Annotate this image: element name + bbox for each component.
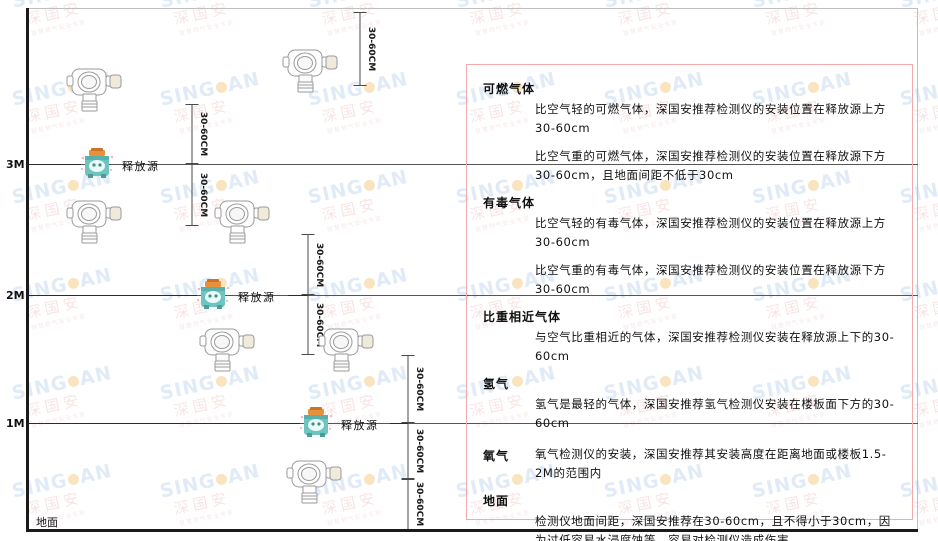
dimension-top: 30-60CM <box>345 12 376 86</box>
release-source-icon <box>196 279 233 315</box>
gas-detector-icon <box>63 63 125 125</box>
dimension-value: 30-60CM <box>414 481 424 527</box>
guideline-paragraph: 比空气轻的有毒气体，深国安推荐检测仪的安装位置在释放源上方30-60cm <box>535 216 886 249</box>
dimension-value: 30-60CM <box>366 26 376 72</box>
dimension-value: 30-60CM <box>414 428 424 474</box>
section-heading: 可燃气体 <box>483 82 536 96</box>
guideline-section: 有毒气体比空气轻的有毒气体，深国安推荐检测仪的安装位置在释放源上方30-60cm… <box>481 194 898 299</box>
section-body: 检测仪地面间距，深国安推荐在30-60cm，且不得小于30cm，因为过低容易水浸… <box>535 512 898 541</box>
release-source-label: 释放源 <box>238 291 276 304</box>
level-line-3m <box>29 164 918 165</box>
dimension-value: 30-60CM <box>198 111 208 157</box>
leader-line <box>29 164 81 165</box>
release-source-label: 释放源 <box>122 160 160 173</box>
level-label-3m: 3M <box>6 158 25 171</box>
guideline-paragraph: 与空气比重相近的气体，深国安推荐检测仪安装在释放源上下的30-60cm <box>535 330 895 363</box>
guideline-paragraph: 氧气检测仪的安装，深国安推荐其安装高度在距离地面或楼板1.5-2M的范围内 <box>535 447 887 480</box>
guidelines-panel: 可燃气体比空气轻的可燃气体，深国安推荐检测仪的安装位置在释放源上方30-60cm… <box>466 64 913 541</box>
level-line-2m <box>29 295 918 296</box>
dimension-right-mid: 30-60CM <box>393 423 424 479</box>
guideline-section: 地面检测仪地面间距，深国安推荐在30-60cm，且不得小于30cm，因为过低容易… <box>481 492 898 541</box>
section-heading: 地面 <box>483 494 510 508</box>
level-label-1m: 1M <box>6 417 25 430</box>
dimension-right-upper: 30-60CM <box>393 355 424 423</box>
release-source-icon <box>80 148 117 184</box>
section-body: 比空气轻的有毒气体，深国安推荐检测仪的安装位置在释放源上方30-60cm 比空气重… <box>535 214 898 299</box>
guideline-paragraph: 比空气重的有毒气体，深国安推荐检测仪的安装位置在释放源下方30-60cm <box>535 263 886 296</box>
level-label-2m: 2M <box>6 289 25 302</box>
dimension-right-lower: 30-60CM <box>393 479 424 529</box>
guideline-paragraph: 检测仪地面间距，深国安推荐在30-60cm，且不得小于30cm，因为过低容易水浸… <box>535 514 891 541</box>
dimension-value: 30-60CM <box>314 242 324 287</box>
guideline-paragraph: 比空气轻的可燃气体，深国安推荐检测仪的安装位置在释放源上方30-60cm <box>535 102 886 135</box>
dimension-left-upper: 30-60CM <box>177 104 208 164</box>
section-heading: 氧气 <box>483 449 510 463</box>
guideline-section: 可燃气体比空气轻的可燃气体，深国安推荐检测仪的安装位置在释放源上方30-60cm… <box>481 80 898 185</box>
watermark-sub: 智慧燃气安全专家 <box>918 215 938 234</box>
section-body: 与空气比重相近的气体，深国安推荐检测仪安装在释放源上下的30-60cm <box>535 328 898 366</box>
leader-line <box>288 295 308 296</box>
gas-detector-icon <box>196 323 258 385</box>
dimension-left-lower: 30-60CM <box>177 164 208 226</box>
watermark-sub: 智慧燃气安全专家 <box>918 19 938 38</box>
dimension-mid-lower: 30-60CM <box>293 295 324 355</box>
dimension-value: 30-60CM <box>414 366 424 412</box>
guideline-section: 氢气氢气是最轻的气体，深国安推荐氢气检测仪安装在楼板面下方的30-60cm <box>481 375 898 433</box>
dimension-mid-upper: 30-60CM <box>293 234 324 295</box>
guideline-section: 氧气 氧气检测仪的安装，深国安推荐其安装高度在距离地面或楼板1.5-2M的范围内 <box>481 442 898 483</box>
release-source-label: 释放源 <box>341 419 379 432</box>
gas-detector-icon <box>63 195 125 257</box>
leader-line <box>29 423 300 424</box>
leader-line <box>390 423 408 424</box>
release-source-icon <box>299 407 336 443</box>
guideline-paragraph: 氢气是最轻的气体，深国安推荐氢气检测仪安装在楼板面下方的30-60cm <box>535 397 895 430</box>
watermark-sub: 智慧燃气安全专家 <box>918 313 938 332</box>
watermark-sub: 智慧燃气安全专家 <box>918 117 938 136</box>
gas-detector-icon <box>279 44 341 106</box>
leader-line <box>29 295 197 296</box>
section-body: 氧气检测仪的安装，深国安推荐其安装高度在距离地面或楼板1.5-2M的范围内 <box>535 442 898 483</box>
section-body: 比空气轻的可燃气体，深国安推荐检测仪的安装位置在释放源上方30-60cm 比空气重… <box>535 100 898 185</box>
ground-label: 地面 <box>36 516 58 529</box>
gas-detector-icon <box>211 195 273 257</box>
guideline-section: 比重相近气体与空气比重相近的气体，深国安推荐检测仪安装在释放源上下的30-60c… <box>481 308 898 366</box>
level-line-1m <box>29 423 918 424</box>
vertical-axis <box>26 8 29 532</box>
watermark-sub: 智慧燃气安全专家 <box>918 509 938 528</box>
dimension-value: 30-60CM <box>198 172 208 218</box>
section-heading: 氢气 <box>483 377 510 391</box>
section-body: 氢气是最轻的气体，深国安推荐氢气检测仪安装在楼板面下方的30-60cm <box>535 395 898 433</box>
watermark-sub: 智慧燃气安全专家 <box>918 411 938 430</box>
ground-axis <box>26 529 918 532</box>
gas-detector-icon <box>315 323 377 385</box>
section-heading: 比重相近气体 <box>483 310 562 324</box>
gas-detector-icon <box>283 455 345 517</box>
guideline-paragraph: 比空气重的可燃气体，深国安推荐检测仪的安装位置在释放源下方30-60cm，且地面… <box>535 149 886 182</box>
section-heading: 有毒气体 <box>483 196 536 210</box>
